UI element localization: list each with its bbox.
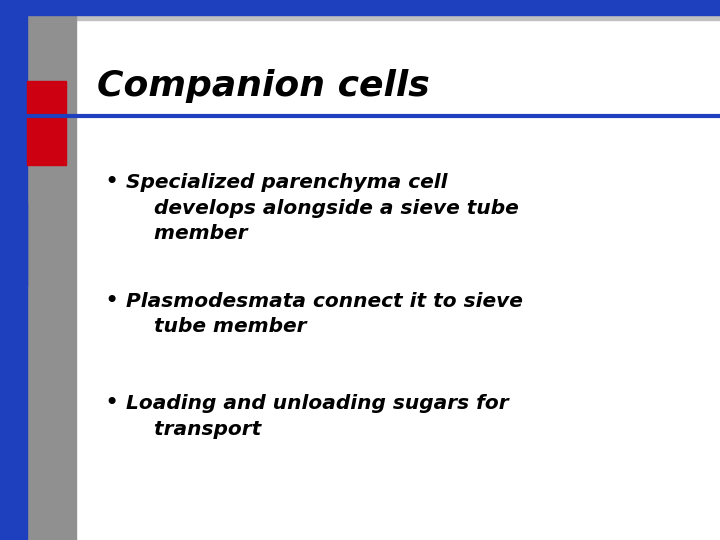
Bar bbox=[27, 81, 66, 165]
Bar bbox=[0, 0, 720, 15]
Text: •: • bbox=[104, 289, 119, 313]
Bar bbox=[0, 0, 720, 20]
Text: Companion cells: Companion cells bbox=[97, 70, 430, 103]
Text: •: • bbox=[104, 392, 119, 415]
Bar bbox=[0, 202, 27, 286]
Text: Plasmodesmata connect it to sieve
    tube member: Plasmodesmata connect it to sieve tube m… bbox=[126, 292, 523, 336]
Text: Loading and unloading sugars for
    transport: Loading and unloading sugars for transpo… bbox=[126, 394, 508, 439]
Text: •: • bbox=[104, 170, 119, 194]
Text: Specialized parenchyma cell
    develops alongside a sieve tube
    member: Specialized parenchyma cell develops alo… bbox=[126, 173, 518, 244]
Bar bbox=[0, 0, 27, 540]
Bar bbox=[0, 0, 76, 540]
